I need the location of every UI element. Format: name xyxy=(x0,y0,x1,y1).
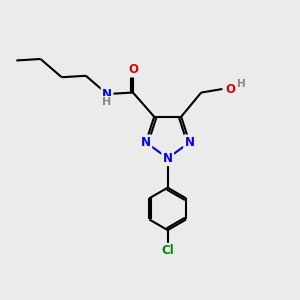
Text: H: H xyxy=(102,97,111,107)
Text: N: N xyxy=(102,88,112,100)
Text: N: N xyxy=(141,136,151,149)
Text: Cl: Cl xyxy=(161,244,174,257)
Text: O: O xyxy=(226,82,236,95)
Text: N: N xyxy=(184,136,194,149)
Text: H: H xyxy=(237,79,246,89)
Text: O: O xyxy=(128,63,138,76)
Text: N: N xyxy=(163,152,173,165)
